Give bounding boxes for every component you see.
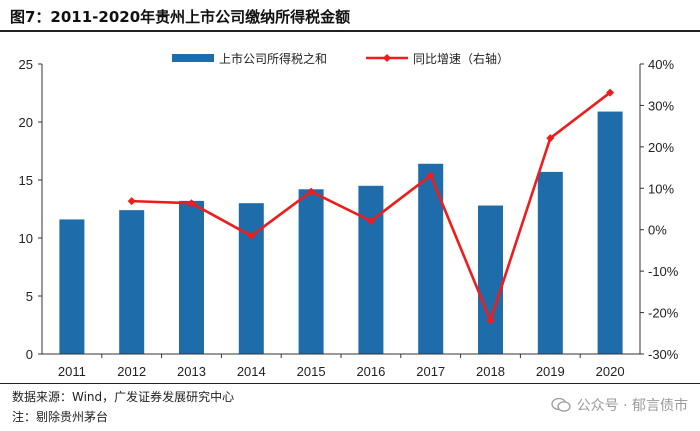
chart: 0 5 10 15 20 25 -30% -20% -10% 0% 10% 20% 30% 40% 20… (19, 51, 679, 379)
x-tick-label: 2013 (177, 364, 206, 379)
right-axis: -30% -20% -10% 0% 10% 20% 30% 40% (639, 57, 679, 362)
line-point (307, 187, 316, 196)
chart-title: 图7：2011-2020年贵州上市公司缴纳所得税金额 (10, 8, 351, 26)
bar (59, 219, 85, 354)
bar (119, 210, 145, 354)
left-tick-label: 5 (26, 289, 33, 304)
line-point (486, 316, 495, 325)
x-axis: 2011 2012 2013 2014 2015 2016 2017 2018 2019 2020 (42, 353, 640, 379)
bar (179, 200, 204, 354)
legend-bar-label: 上市公司所得税之和 (219, 51, 327, 66)
left-tick-label: 10 (19, 231, 33, 246)
right-tick-label: 40% (648, 57, 674, 72)
legend-bar-swatch (172, 54, 214, 62)
right-tick-label: -20% (648, 306, 679, 321)
x-tick-label: 2020 (596, 364, 625, 379)
bar (597, 111, 623, 354)
line-point (127, 197, 136, 206)
left-tick-label: 25 (19, 57, 33, 72)
footer-divider (0, 383, 700, 384)
legend-line-marker (383, 54, 391, 62)
left-axis: 0 5 10 15 20 25 (19, 57, 43, 362)
right-tick-label: -30% (648, 347, 679, 362)
right-tick-label: 20% (648, 140, 674, 155)
right-tick-label: 30% (648, 98, 674, 113)
x-tick-label: 2017 (416, 364, 445, 379)
legend: 上市公司所得税之和 同比增速（右轴） (172, 51, 509, 66)
x-tick-label: 2019 (536, 364, 565, 379)
watermark: 公众号 · 郁言债市 (550, 395, 688, 415)
x-tick-label: 2012 (117, 364, 146, 379)
bar (358, 185, 384, 354)
title-divider (0, 30, 700, 32)
footnote: 注：剔除贵州茅台 (12, 410, 109, 424)
right-tick-label: 10% (648, 181, 674, 196)
line-point (366, 217, 375, 226)
source-note: 数据来源：Wind，广发证券发展研究中心 (12, 390, 235, 404)
x-tick-label: 2014 (237, 364, 266, 379)
bar-series (59, 111, 623, 354)
right-tick-label: -10% (648, 264, 679, 279)
bar (537, 171, 563, 354)
watermark-text: 公众号 · 郁言债市 (576, 398, 688, 414)
bar (238, 203, 264, 354)
x-tick-label: 2015 (297, 364, 326, 379)
bar (418, 163, 444, 354)
left-tick-label: 15 (19, 173, 33, 188)
bar (298, 189, 324, 354)
line-point (606, 88, 615, 97)
line-point (426, 171, 435, 180)
x-tick-label: 2016 (356, 364, 385, 379)
line-point (546, 134, 555, 143)
line-point (247, 231, 256, 240)
line-point (187, 199, 196, 208)
left-tick-label: 20 (19, 115, 33, 130)
legend-line-label: 同比增速（右轴） (413, 51, 509, 66)
x-tick-label: 2018 (476, 364, 505, 379)
bar (478, 205, 503, 354)
line-series (127, 88, 615, 325)
right-tick-label: 0% (648, 223, 667, 238)
left-tick-label: 0 (26, 347, 33, 362)
wechat-icon (550, 398, 571, 412)
x-tick-label: 2011 (58, 364, 86, 379)
